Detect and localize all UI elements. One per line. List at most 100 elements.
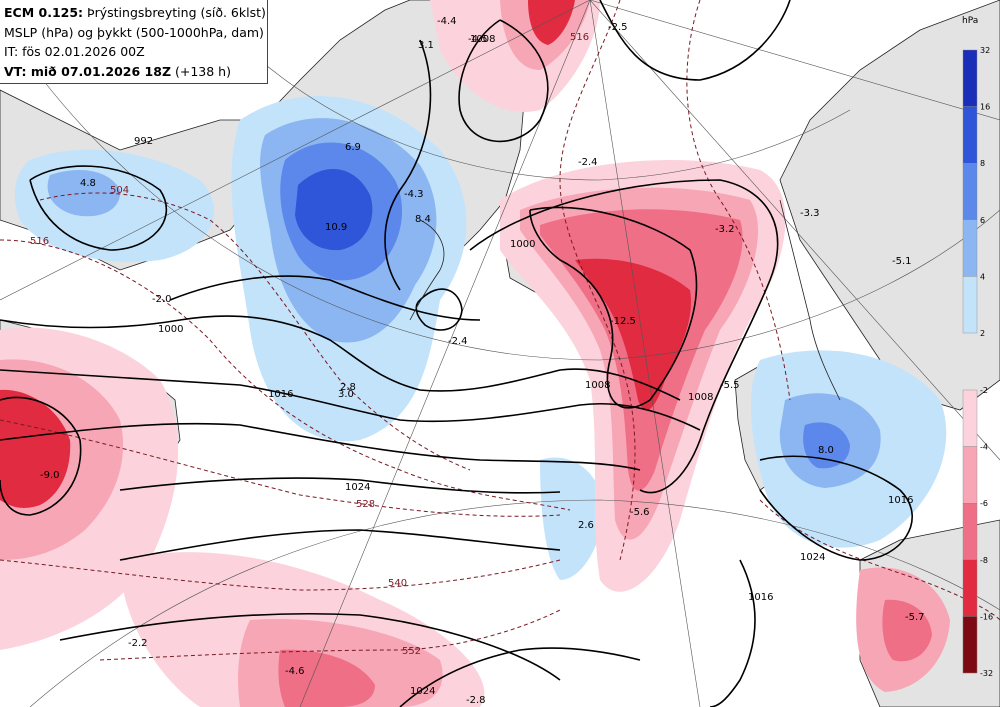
isobar-1008 — [0, 369, 701, 431]
pressure-rise-shading — [14, 96, 947, 580]
isobar-label: 1008 — [470, 34, 495, 45]
valid-time: VT: mið 07.01.2026 18Z — [4, 63, 172, 79]
thickness-line-516 — [0, 239, 571, 511]
header-subtitle: MSLP (hPa) og þykkt (500-1000hPa, dam) — [4, 24, 264, 40]
change-label: -2.4 — [448, 336, 468, 347]
isobar-norwegian-low — [529, 206, 698, 409]
legend-swatch-negative — [962, 616, 978, 674]
legend-tick-label: -32 — [980, 669, 993, 678]
map-labels: 1000 1000 1008 1016 1016 1024 1024 1016 … — [30, 16, 925, 706]
graticule-meridian-5 — [589, 0, 1000, 121]
pressure-fall-shading — [0, 0, 950, 707]
rise-region-greenland-max — [295, 168, 373, 251]
change-label: -2.2 — [128, 638, 148, 649]
thickness-label: 504 — [110, 185, 129, 196]
change-label: 8.0 — [818, 445, 834, 456]
change-label: -5.6 — [630, 507, 650, 518]
init-time: IT: fös 02.01.2026 00Z — [4, 44, 145, 59]
graticule-meridian-3 — [589, 0, 1000, 461]
thickness-line-504 — [39, 192, 471, 471]
change-label: 8.4 — [415, 214, 431, 225]
header-title-line: ECM 0.125: Þrýstingsbreyting (síð. 6klst… — [4, 3, 267, 23]
isobar-labrador-low — [0, 396, 82, 516]
thickness-label: 528 — [356, 499, 375, 510]
legend-tick-label: -16 — [980, 612, 993, 621]
change-label: -3.2 — [715, 224, 735, 235]
change-label: -4.6 — [285, 666, 305, 677]
change-label: -2.0 — [152, 294, 172, 305]
legend-swatch-negative — [962, 559, 978, 617]
isobar-label: 1008 — [688, 392, 713, 403]
change-label: -2.8 — [466, 695, 486, 706]
isobar-greenland-north — [384, 39, 432, 291]
legend-tick-label: -6 — [980, 499, 988, 508]
isobar-south-atlantic — [399, 647, 641, 707]
change-label: 4.8 — [80, 178, 96, 189]
legend-swatch-positive — [962, 49, 978, 107]
legend-tick-label: 16 — [980, 103, 990, 112]
coast-detail — [409, 199, 841, 401]
graticule-circle-outer — [0, 19, 1000, 361]
change-label: -4.4 — [437, 16, 457, 27]
change-label: -12.5 — [610, 316, 636, 327]
graticule-circle-south — [29, 499, 1000, 707]
legend-tick-label: 2 — [980, 329, 985, 338]
legend-positive: 32 16 8 6 4 2 — [962, 46, 990, 338]
thickness-label: 516 — [570, 32, 589, 43]
coast-scandinavia-west — [779, 199, 841, 401]
header-panel: ECM 0.125: Þrýstingsbreyting (síð. 6klst… — [0, 0, 268, 84]
isobar-1000 — [0, 315, 681, 401]
isobar-norwegian-outer — [469, 179, 779, 494]
change-label: -5.7 — [905, 612, 925, 623]
change-label: 3.0 — [338, 389, 354, 400]
isobar-label: 1016 — [748, 592, 773, 603]
isobar-1024 — [119, 477, 561, 494]
legend-swatch-negative — [962, 446, 978, 504]
coast-greenland-east — [409, 219, 445, 321]
isobar-europe-high — [759, 455, 913, 561]
change-label: -2.5 — [608, 22, 628, 33]
legend-tick-label: -4 — [980, 443, 988, 452]
legend-swatch-positive — [962, 106, 978, 164]
change-label: 10.9 — [325, 222, 347, 233]
thickness-label: 552 — [402, 646, 421, 657]
thickness-contours — [0, 0, 1000, 661]
legend-swatch-negative — [962, 389, 978, 447]
change-label: -4.5 — [468, 34, 488, 45]
fall-region-south-atlantic-core — [278, 649, 375, 707]
isobar-label: 1024 — [410, 686, 435, 697]
fall-region-labrador-core — [0, 389, 71, 508]
legend-swatch-positive — [962, 162, 978, 220]
forecast-hour: (+138 h) — [175, 63, 231, 79]
valid-time-line: VT: mið 07.01.2026 18Z (+138 h) — [4, 62, 267, 82]
isobar-label: 1000 — [158, 324, 183, 335]
thickness-line-552 — [99, 609, 561, 661]
product-title: Þrýstingsbreyting (síð. 6klst) — [87, 5, 266, 20]
change-label: -4.3 — [404, 189, 424, 200]
model-name: ECM 0.125: — [4, 5, 84, 20]
isobar-label: 1024 — [800, 552, 825, 563]
legend-tick-label: 8 — [980, 159, 985, 168]
isobar-arctic-1 — [458, 19, 549, 143]
thickness-line-528 — [0, 419, 561, 517]
legend-swatch-negative — [962, 503, 978, 561]
legend-tick-label: 32 — [980, 46, 990, 55]
change-label: 6.9 — [345, 142, 361, 153]
thickness-label: 540 — [388, 578, 407, 589]
thickness-label: 516 — [30, 236, 49, 247]
legend-tick-label: -8 — [980, 556, 988, 565]
fall-region-svalbard-core — [528, 0, 575, 45]
isobar-arctic-2 — [599, 0, 791, 81]
isobar-label: 1016 — [268, 389, 293, 400]
isobar-label: 1000 — [510, 239, 535, 250]
isobars — [0, 0, 913, 707]
legend: 32 16 8 6 4 2 -2 -4 -6 -8 -16 -32 — [962, 46, 993, 678]
isobar-mid-atlantic — [169, 275, 481, 321]
graticule-meridian-2 — [589, 0, 701, 707]
change-label: -5.1 — [892, 256, 912, 267]
legend-tick-label: -2 — [980, 386, 988, 395]
legend-tick-label: 4 — [980, 272, 985, 281]
